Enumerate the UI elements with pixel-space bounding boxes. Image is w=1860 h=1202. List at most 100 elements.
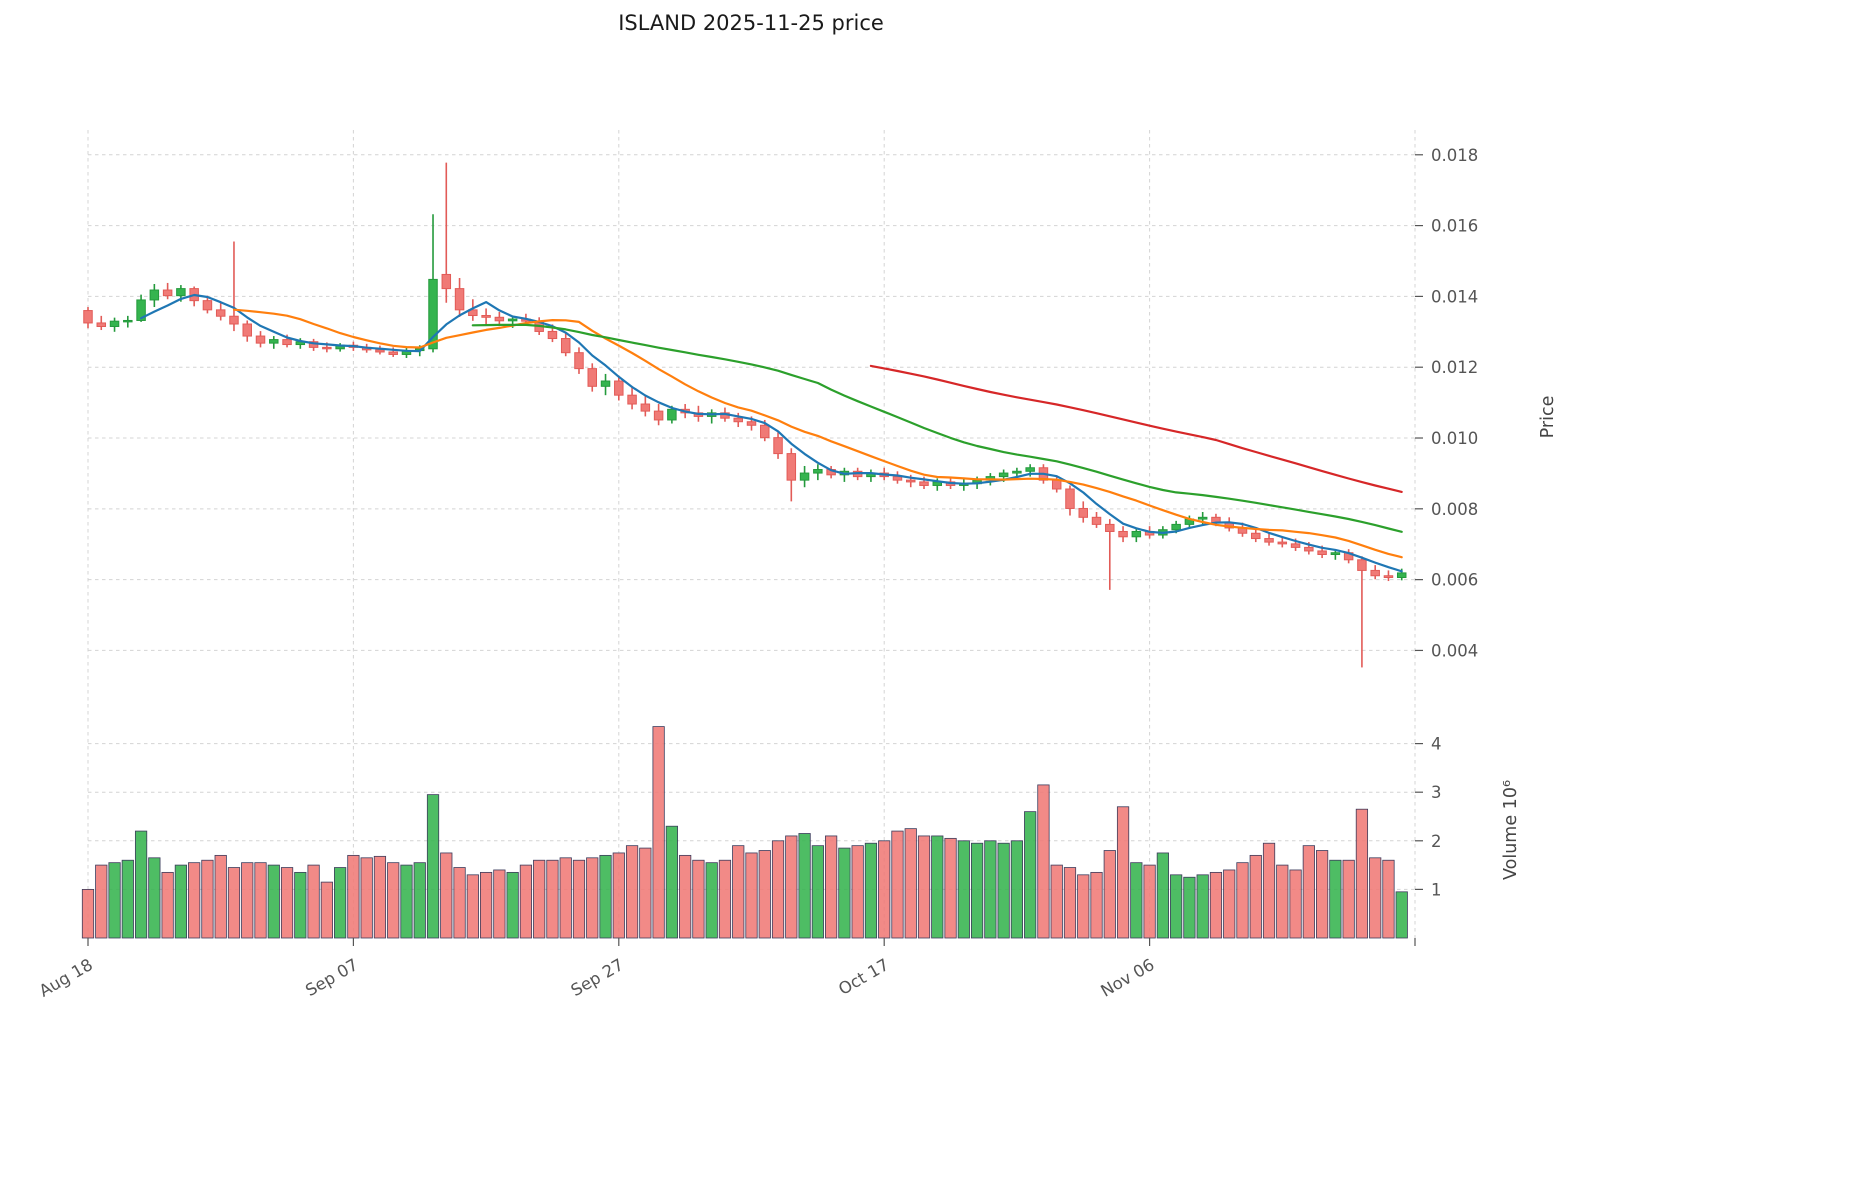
volume-bar bbox=[1050, 864, 1063, 939]
volume-bar bbox=[1329, 859, 1342, 939]
volume-bar bbox=[1130, 862, 1143, 939]
volume-bar bbox=[838, 847, 851, 939]
gridlines bbox=[87, 130, 1416, 938]
volume-bar bbox=[1077, 874, 1090, 939]
price-tick-label: 0.018 bbox=[1431, 146, 1478, 165]
volume-bar bbox=[917, 835, 931, 939]
candle-body bbox=[255, 335, 266, 344]
candle-body bbox=[667, 408, 677, 421]
candle-body bbox=[760, 424, 770, 439]
volume-bar bbox=[1262, 842, 1276, 939]
volume-bar bbox=[188, 862, 201, 939]
volume-bar bbox=[639, 847, 652, 939]
candle-body bbox=[574, 352, 584, 370]
volume-bar bbox=[679, 854, 692, 939]
candle-body bbox=[388, 351, 398, 355]
candle-body bbox=[919, 481, 929, 486]
candle-body bbox=[322, 346, 332, 350]
candle-body bbox=[269, 339, 279, 344]
candle-body bbox=[1251, 532, 1261, 540]
candle-body bbox=[1091, 516, 1102, 525]
volume-bar bbox=[931, 835, 944, 939]
volume-bar bbox=[997, 842, 1010, 939]
volume-bar bbox=[241, 862, 254, 939]
candle-body bbox=[468, 309, 478, 317]
candle-body bbox=[176, 288, 186, 297]
candle-body bbox=[1118, 530, 1128, 538]
date-tick-label: Sep 07 bbox=[302, 955, 361, 1000]
date-tick-label: Nov 06 bbox=[1097, 955, 1157, 1001]
volume-bar bbox=[1156, 852, 1169, 939]
candle-body bbox=[1051, 479, 1062, 490]
volume-bar bbox=[426, 794, 440, 939]
candle-body bbox=[1304, 546, 1314, 552]
volume-bar bbox=[798, 833, 811, 939]
candle-body bbox=[96, 322, 107, 327]
volume-bar bbox=[825, 835, 838, 939]
volume-bar bbox=[254, 862, 267, 939]
volume-bar bbox=[745, 852, 758, 939]
volume-bar bbox=[652, 726, 665, 939]
candle-body bbox=[627, 394, 637, 405]
candle-body bbox=[746, 421, 757, 426]
candle-body bbox=[813, 469, 823, 474]
volume-tick-label: 1 bbox=[1431, 880, 1442, 899]
volume-bar bbox=[400, 864, 413, 939]
volume-bar bbox=[811, 845, 824, 939]
candle-body bbox=[1012, 470, 1022, 474]
volume-bar bbox=[533, 859, 546, 939]
candle-body bbox=[375, 349, 385, 353]
volume-bar bbox=[1116, 806, 1130, 939]
price-axis-label: Price bbox=[1538, 396, 1558, 439]
candle-body bbox=[560, 338, 571, 354]
volume-bar bbox=[1395, 891, 1408, 939]
volume-bar bbox=[214, 854, 227, 939]
volume-bar bbox=[758, 850, 771, 939]
volume-bar bbox=[1103, 850, 1116, 939]
volume-bar bbox=[957, 840, 970, 939]
candle-body bbox=[1396, 572, 1407, 579]
candle-body bbox=[587, 368, 598, 387]
candle-body bbox=[600, 380, 611, 387]
price-tick-label: 0.016 bbox=[1431, 217, 1478, 236]
volume-bar bbox=[1369, 857, 1382, 939]
candle-body bbox=[215, 309, 226, 317]
candle-body bbox=[162, 289, 173, 297]
candle-body bbox=[428, 278, 438, 350]
volume-bar bbox=[944, 837, 957, 939]
volume-bar bbox=[1196, 874, 1209, 939]
candle-body bbox=[1330, 552, 1341, 555]
candle-body bbox=[1025, 467, 1035, 472]
candle-body bbox=[242, 323, 252, 337]
volume-bar bbox=[572, 859, 586, 939]
volume-bar bbox=[1276, 864, 1289, 939]
candle-body bbox=[123, 319, 133, 323]
price-tick-label: 0.012 bbox=[1431, 358, 1478, 377]
volume-bar bbox=[267, 864, 280, 939]
candle-body bbox=[282, 339, 292, 346]
mav-line-30 bbox=[471, 323, 1403, 533]
candle-body bbox=[1078, 507, 1088, 518]
volume-tick-label: 4 bbox=[1431, 735, 1442, 754]
volume-bar bbox=[625, 845, 639, 939]
price-tick-label: 0.014 bbox=[1431, 287, 1478, 306]
volume-bar bbox=[970, 842, 984, 939]
volume-bar bbox=[413, 862, 426, 939]
axis-tick-marks bbox=[87, 154, 1423, 946]
candle-body bbox=[481, 315, 491, 318]
volume-bar bbox=[466, 874, 479, 939]
volume-bar bbox=[360, 857, 373, 939]
volume-bar bbox=[1355, 808, 1369, 939]
volume-bar bbox=[878, 840, 891, 939]
volume-bar bbox=[546, 859, 559, 939]
volume-bar bbox=[984, 840, 997, 939]
candle-body bbox=[547, 330, 558, 340]
volume-bar bbox=[479, 871, 493, 939]
candle-body bbox=[998, 472, 1009, 478]
volume-bar bbox=[1183, 876, 1196, 939]
candle-body bbox=[905, 479, 916, 483]
volume-bar bbox=[174, 864, 187, 939]
candle-body bbox=[733, 417, 743, 423]
